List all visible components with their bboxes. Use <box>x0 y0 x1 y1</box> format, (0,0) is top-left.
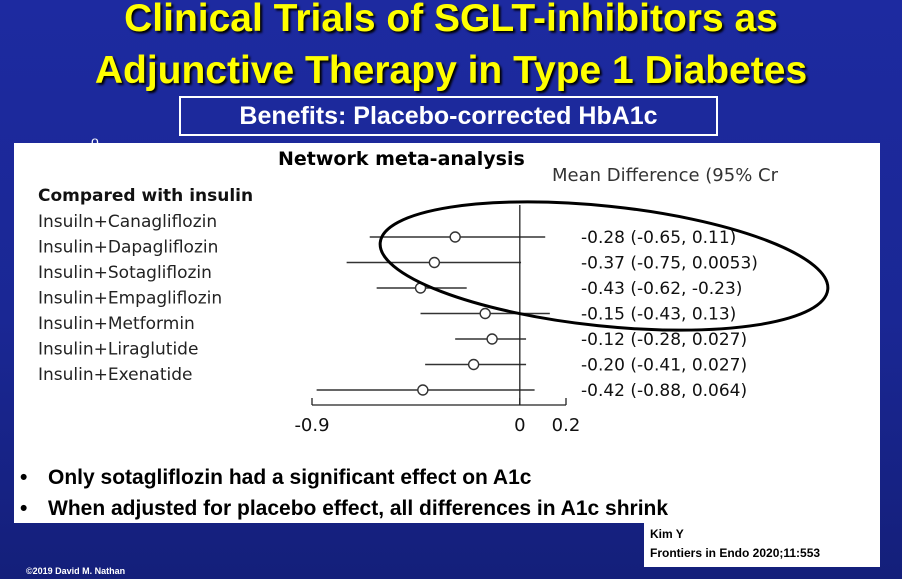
estimate-label: -0.20 (-0.41, 0.027) <box>581 356 747 376</box>
row-label: Insulin+Sotagliflozin <box>38 263 212 283</box>
x-tick-label: 0 <box>514 415 525 436</box>
slide-title-line-1: Clinical Trials of SGLT-inhibitors as <box>124 0 778 40</box>
row-label: Insuiln+Canagliflozin <box>38 212 217 232</box>
point-estimate <box>417 384 429 396</box>
point-estimate <box>428 256 441 269</box>
plot-heading: Network meta-analysis <box>278 148 525 170</box>
point-estimate <box>486 333 498 345</box>
point-estimate <box>449 231 461 243</box>
citation-author: Kim Y <box>650 527 684 541</box>
citation-journal: Frontiers in Endo 2020;11:553 <box>650 546 821 560</box>
copyright: ©2019 David M. Nathan <box>26 566 126 576</box>
estimate-label: -0.42 (-0.88, 0.064) <box>581 381 747 401</box>
row-label: Insulin+Empagliflozin <box>38 289 222 309</box>
bullet-dot: • <box>20 497 28 520</box>
estimate-label: -0.28 (-0.65, 0.11) <box>581 228 736 248</box>
bullet-dot: • <box>20 466 28 489</box>
highlight-ellipse <box>378 200 830 332</box>
subtitle-box: Benefits: Placebo-corrected HbA1c <box>179 96 718 136</box>
column-header: Mean Difference (95% Cr <box>552 165 779 186</box>
citation-box: Kim Y Frontiers in Endo 2020;11:553 <box>644 521 880 567</box>
slide-title: Clinical Trials of SGLT-inhibitors as Ad… <box>0 0 902 96</box>
estimate-label: -0.12 (-0.28, 0.027) <box>581 330 747 350</box>
bullet-item: • When adjusted for placebo effect, all … <box>14 493 880 524</box>
bullet-item: • Only sotagliflozin had a significant e… <box>14 462 880 493</box>
point-estimate <box>467 358 480 371</box>
row-label: Insulin+Dapagliflozin <box>38 238 218 258</box>
bullet-text: When adjusted for placebo effect, all di… <box>48 497 669 520</box>
estimate-label: -0.43 (-0.62, -0.23) <box>581 279 742 299</box>
row-label: Insulin+Liraglutide <box>38 340 198 360</box>
row-label: Insulin+Metformin <box>38 314 195 334</box>
forest-plot: Network meta-analysis Mean Difference (9… <box>38 148 830 436</box>
x-tick-label: 0.2 <box>552 415 581 436</box>
stray-mark: o <box>91 133 99 149</box>
row-label: Insulin+Exenatide <box>38 365 192 385</box>
x-tick-label: -0.9 <box>294 415 329 436</box>
slide-title-line-2: Adjunctive Therapy in Type 1 Diabetes <box>94 49 808 92</box>
bullet-text: Only sotagliflozin had a significant eff… <box>48 466 532 489</box>
group-label: Compared with insulin <box>38 186 253 206</box>
point-estimate <box>479 307 491 320</box>
estimate-label: -0.15 (-0.43, 0.13) <box>581 305 736 325</box>
bullet-list: • Only sotagliflozin had a significant e… <box>14 462 880 524</box>
estimate-label: -0.37 (-0.75, 0.0053) <box>581 254 758 274</box>
